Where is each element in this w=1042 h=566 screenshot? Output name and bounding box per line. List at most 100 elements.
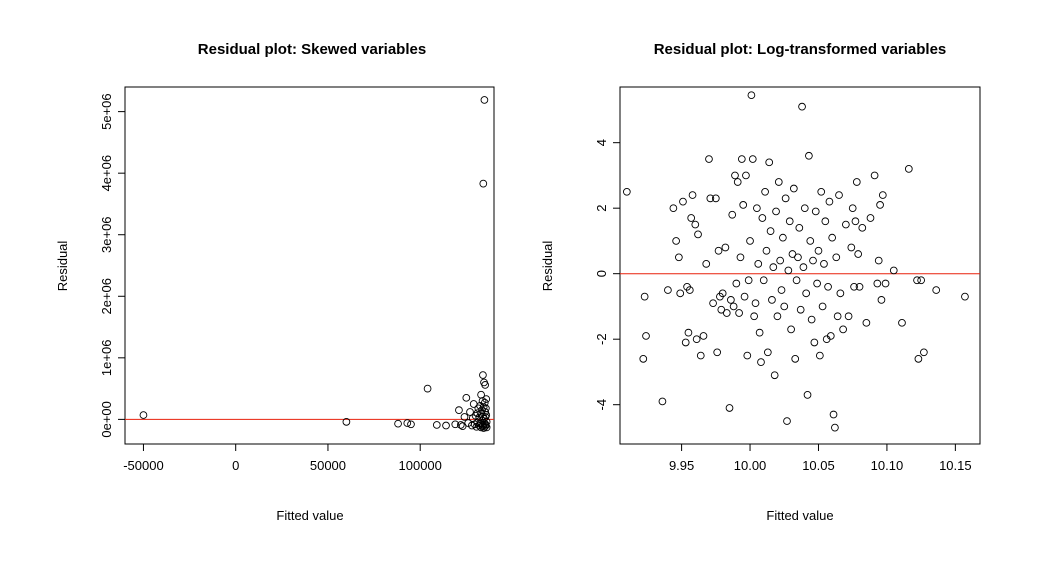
right-data-point bbox=[777, 286, 786, 294]
left-data-point bbox=[451, 420, 460, 429]
right-data-point bbox=[821, 217, 830, 226]
right-data-point bbox=[770, 371, 779, 380]
left-y-tick-label: 1e+06 bbox=[99, 340, 114, 377]
right-data-point bbox=[795, 223, 804, 232]
right-data-point bbox=[831, 423, 839, 432]
right-data-point bbox=[961, 292, 969, 301]
right-data-point bbox=[679, 197, 687, 206]
right-data-point bbox=[877, 296, 886, 304]
right-data-point bbox=[818, 302, 827, 311]
right-y-ticks: -4 -2 0 2 4 bbox=[594, 139, 620, 410]
right-data-point bbox=[796, 305, 805, 314]
right-data-point bbox=[826, 332, 835, 340]
right-data-point bbox=[765, 158, 774, 167]
right-data-point bbox=[772, 207, 780, 216]
right-data-point bbox=[794, 253, 802, 262]
right-data-point bbox=[858, 223, 867, 232]
right-data-point bbox=[750, 312, 758, 321]
right-data-point bbox=[878, 191, 887, 199]
right-data-point bbox=[747, 91, 756, 100]
right-data-point bbox=[779, 233, 787, 242]
right-data-point bbox=[696, 351, 705, 360]
right-data-point bbox=[742, 171, 750, 180]
right-data-point bbox=[722, 309, 731, 317]
right-data-point bbox=[729, 302, 738, 311]
right-data-point bbox=[852, 178, 861, 186]
right-data-point bbox=[811, 207, 820, 216]
right-data-point bbox=[675, 253, 683, 262]
left-data-point bbox=[466, 408, 474, 416]
right-data-point bbox=[810, 338, 819, 347]
right-data-point bbox=[806, 237, 815, 245]
right-data-point bbox=[754, 260, 763, 268]
right-data-point bbox=[769, 263, 778, 271]
right-data-point bbox=[732, 279, 741, 288]
left-data-point bbox=[460, 413, 469, 421]
right-data-point bbox=[844, 312, 853, 321]
right-data-point bbox=[691, 220, 700, 229]
left-data-point bbox=[455, 406, 463, 414]
right-y-tick-label: -4 bbox=[594, 399, 609, 411]
right-data-point bbox=[692, 335, 701, 344]
right-data-point bbox=[711, 194, 720, 203]
right-data-point bbox=[815, 351, 824, 360]
right-data-point bbox=[755, 328, 764, 337]
right-data-point bbox=[835, 191, 843, 199]
right-data-point bbox=[664, 286, 672, 294]
right-y-tick-label: 2 bbox=[594, 205, 609, 212]
right-data-point bbox=[766, 227, 775, 235]
right-data-point bbox=[753, 204, 761, 213]
left-y-tick-label: 2e+06 bbox=[99, 278, 114, 315]
left-panel: Residual plot: Skewed variables Fitted v… bbox=[55, 41, 495, 523]
left-data-point bbox=[479, 371, 487, 379]
right-data-point bbox=[727, 296, 735, 304]
left-points bbox=[125, 96, 494, 432]
right-data-point bbox=[706, 194, 715, 203]
right-data-point bbox=[780, 302, 789, 311]
left-data-point bbox=[456, 421, 465, 429]
right-data-point bbox=[920, 348, 928, 357]
right-data-point bbox=[866, 214, 875, 222]
right-data-point bbox=[792, 276, 801, 285]
right-data-point bbox=[842, 220, 850, 229]
right-data-point bbox=[824, 282, 832, 291]
right-y-tick-label: 0 bbox=[594, 270, 609, 277]
left-data-point bbox=[403, 419, 412, 427]
right-data-point bbox=[799, 263, 808, 271]
left-y-ticks: 0e+00 1e+06 2e+06 3e+06 4e+06 5e+06 bbox=[99, 93, 125, 438]
right-data-point bbox=[762, 246, 771, 255]
right-data-point bbox=[757, 358, 765, 366]
right-data-point bbox=[746, 237, 754, 245]
right-data-point bbox=[718, 289, 727, 298]
right-plot-frame bbox=[619, 86, 981, 445]
right-data-point bbox=[642, 332, 650, 340]
right-data-point bbox=[805, 151, 813, 160]
right-data-point bbox=[787, 325, 795, 334]
right-data-point bbox=[814, 246, 823, 255]
right-data-point bbox=[737, 155, 746, 163]
right-data-point bbox=[862, 318, 871, 327]
right-data-point bbox=[713, 348, 722, 357]
left-data-point bbox=[442, 421, 450, 430]
left-data-point bbox=[432, 421, 441, 429]
right-data-point bbox=[881, 279, 890, 288]
left-data-point bbox=[482, 395, 491, 403]
right-data-point bbox=[699, 332, 708, 340]
left-data-point bbox=[481, 381, 489, 389]
left-data-point bbox=[480, 96, 489, 104]
right-data-point bbox=[898, 318, 906, 327]
right-data-point bbox=[850, 282, 858, 291]
left-x-tick-label: 0 bbox=[232, 458, 239, 473]
right-data-point bbox=[932, 286, 941, 294]
right-data-point bbox=[622, 187, 631, 196]
right-data-point bbox=[694, 230, 702, 239]
left-data-point bbox=[139, 411, 148, 419]
right-data-point bbox=[676, 289, 685, 298]
right-data-point bbox=[705, 155, 713, 163]
right-data-point bbox=[817, 187, 826, 196]
right-data-point bbox=[904, 165, 913, 173]
right-data-point bbox=[803, 391, 812, 399]
right-data-point bbox=[725, 404, 734, 412]
right-data-point bbox=[717, 305, 726, 314]
